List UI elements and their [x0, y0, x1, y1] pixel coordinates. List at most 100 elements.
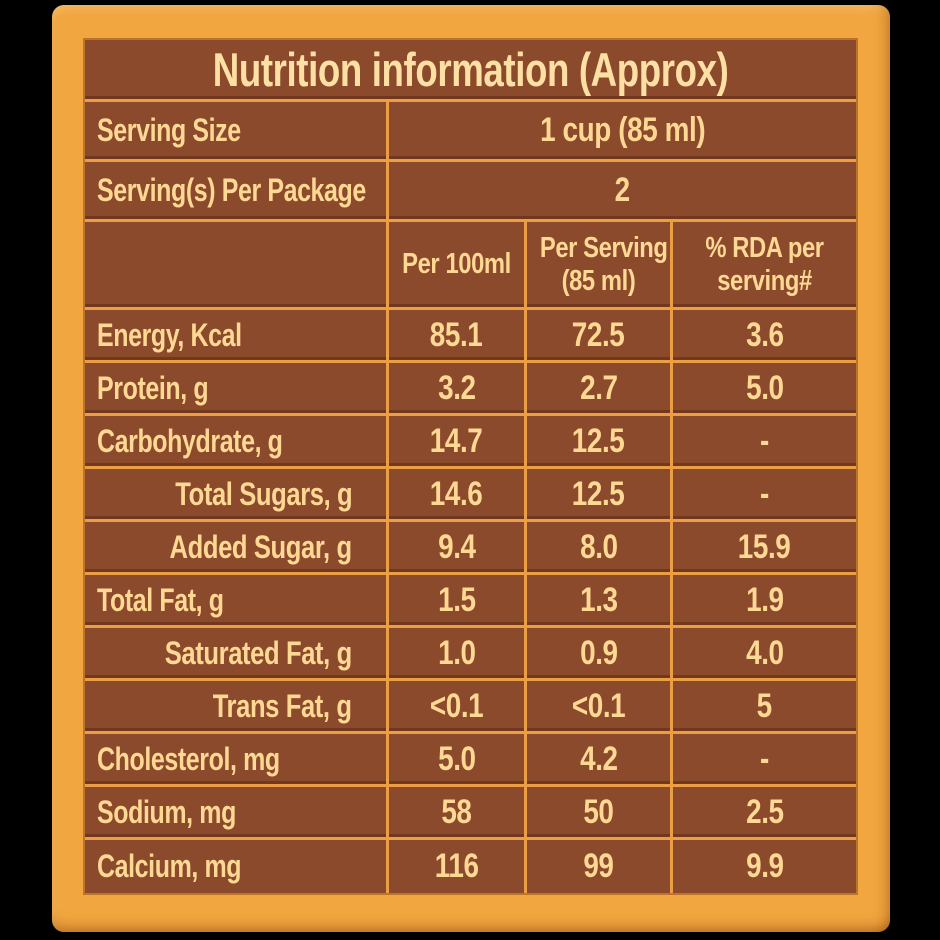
value-text: 1.5	[437, 580, 476, 619]
column-header-per-serving-line1: Per Serving	[539, 232, 668, 265]
column-header-empty	[85, 222, 386, 310]
nutrient-label: Total Sugars, g	[85, 469, 386, 522]
value-text: -	[760, 421, 769, 460]
serving-size-value-cell: 1 cup (85 ml)	[386, 102, 856, 162]
value-rda: 2.5	[670, 787, 856, 840]
value-per-serving: 8.0	[524, 522, 670, 575]
column-header-per-serving: Per Serving (85 ml)	[524, 222, 670, 310]
value-per-serving: 12.5	[524, 416, 670, 469]
column-header-per-serving-line2: (85 ml)	[561, 264, 636, 297]
nutrient-row-cholesterol: Cholesterol, mg 5.0 4.2 -	[85, 734, 856, 787]
table-title: Nutrition information (Approx)	[212, 43, 729, 96]
value-text: 5	[756, 686, 773, 725]
value-text: 2.5	[745, 792, 784, 831]
value-rda: 15.9	[670, 522, 856, 575]
value-per-serving: 99	[524, 840, 670, 893]
value-per-100ml: 1.0	[386, 628, 524, 681]
nutrient-label: Cholesterol, mg	[85, 734, 386, 787]
value-rda: -	[670, 469, 856, 522]
value-rda: 1.9	[670, 575, 856, 628]
value-per-100ml: 58	[386, 787, 524, 840]
value-per-100ml: 116	[386, 840, 524, 893]
value-text: 85.1	[430, 315, 483, 354]
value-text: 14.7	[430, 421, 483, 460]
value-text: -	[760, 739, 769, 778]
servings-per-package-label-cell: Serving(s) Per Package	[85, 162, 386, 222]
value-text: -	[760, 474, 769, 513]
nutrient-label-text: Cholesterol, mg	[97, 740, 280, 777]
table-title-cell: Nutrition information (Approx)	[85, 40, 856, 102]
value-per-100ml: 14.6	[386, 469, 524, 522]
value-text: 3.6	[745, 315, 784, 354]
value-per-100ml: 14.7	[386, 416, 524, 469]
nutrition-table: Nutrition information (Approx) Serving S…	[85, 40, 856, 893]
value-per-serving: 1.3	[524, 575, 670, 628]
value-text: <0.1	[571, 686, 626, 725]
value-rda: -	[670, 734, 856, 787]
nutrient-row-carbohydrate: Carbohydrate, g 14.7 12.5 -	[85, 416, 856, 469]
value-text: 50	[583, 792, 614, 831]
value-text: 1.0	[437, 633, 476, 672]
value-text: 58	[441, 792, 472, 831]
nutrient-label: Energy, Kcal	[85, 310, 386, 363]
value-text: <0.1	[429, 686, 484, 725]
column-header-per-100ml-text: Per 100ml	[402, 248, 511, 281]
nutrient-row-saturated-fat: Saturated Fat, g 1.0 0.9 4.0	[85, 628, 856, 681]
nutrient-row-total-fat: Total Fat, g 1.5 1.3 1.9	[85, 575, 856, 628]
nutrient-label-text: Saturated Fat, g	[164, 634, 352, 671]
nutrient-row-energy: Energy, Kcal 85.1 72.5 3.6	[85, 310, 856, 363]
value-per-serving: 2.7	[524, 363, 670, 416]
value-text: 9.9	[745, 847, 784, 885]
nutrient-label: Total Fat, g	[85, 575, 386, 628]
value-per-100ml: 85.1	[386, 310, 524, 363]
value-per-100ml: 9.4	[386, 522, 524, 575]
value-text: 9.4	[437, 527, 476, 566]
servings-per-package-row: Serving(s) Per Package 2	[85, 162, 856, 222]
value-rda: 9.9	[670, 840, 856, 893]
nutrient-label: Sodium, mg	[85, 787, 386, 840]
column-header-rda-line1: % RDA per	[705, 232, 824, 265]
nutrient-row-calcium: Calcium, mg 116 99 9.9	[85, 840, 856, 893]
nutrient-row-protein: Protein, g 3.2 2.7 5.0	[85, 363, 856, 416]
nutrient-row-trans-fat: Trans Fat, g <0.1 <0.1 5	[85, 681, 856, 734]
column-header-row: Per 100ml Per Serving (85 ml) % RDA per …	[85, 222, 856, 310]
nutrient-label-text: Carbohydrate, g	[97, 422, 283, 459]
value-per-100ml: 5.0	[386, 734, 524, 787]
nutrient-label-text: Added Sugar, g	[169, 528, 353, 565]
nutrient-label-text: Energy, Kcal	[97, 316, 242, 353]
value-per-100ml: 3.2	[386, 363, 524, 416]
nutrient-label-text: Total Sugars, g	[174, 475, 352, 512]
value-per-serving: 4.2	[524, 734, 670, 787]
value-rda: 5	[670, 681, 856, 734]
value-text: 1.9	[745, 580, 784, 619]
value-per-serving: 50	[524, 787, 670, 840]
value-text: 12.5	[572, 421, 625, 460]
value-rda: 5.0	[670, 363, 856, 416]
title-row: Nutrition information (Approx)	[85, 40, 856, 102]
value-text: 99	[583, 847, 614, 885]
value-text: 3.2	[437, 368, 476, 407]
value-text: 5.0	[745, 368, 784, 407]
value-text: 14.6	[430, 474, 483, 513]
serving-size-label: Serving Size	[97, 112, 241, 148]
nutrient-label: Trans Fat, g	[85, 681, 386, 734]
servings-per-package-label: Serving(s) Per Package	[97, 172, 366, 208]
nutrient-label-text: Calcium, mg	[97, 848, 242, 884]
servings-per-package-value: 2	[614, 171, 631, 209]
nutrient-label: Calcium, mg	[85, 840, 386, 893]
value-text: 2.7	[579, 368, 618, 407]
nutrient-row-total-sugars: Total Sugars, g 14.6 12.5 -	[85, 469, 856, 522]
column-header-rda-line2: serving#	[717, 264, 812, 297]
value-per-serving: 0.9	[524, 628, 670, 681]
value-per-serving: 12.5	[524, 469, 670, 522]
column-header-per-100ml: Per 100ml	[386, 222, 524, 310]
nutrient-label-text: Sodium, mg	[97, 793, 236, 830]
label-panel: Nutrition information (Approx) Serving S…	[52, 5, 890, 932]
nutrient-row-sodium: Sodium, mg 58 50 2.5	[85, 787, 856, 840]
nutrient-label: Added Sugar, g	[85, 522, 386, 575]
value-per-100ml: <0.1	[386, 681, 524, 734]
serving-size-value: 1 cup (85 ml)	[539, 111, 706, 149]
column-header-rda: % RDA per serving#	[670, 222, 856, 310]
value-text: 0.9	[579, 633, 618, 672]
